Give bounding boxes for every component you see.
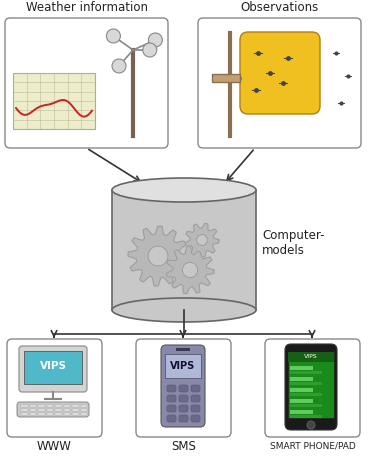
- Bar: [290, 415, 322, 418]
- FancyBboxPatch shape: [13, 73, 95, 129]
- Bar: [290, 371, 322, 374]
- FancyBboxPatch shape: [19, 346, 87, 392]
- FancyBboxPatch shape: [167, 395, 176, 402]
- Text: VIPS: VIPS: [304, 354, 318, 360]
- Circle shape: [197, 235, 208, 246]
- FancyBboxPatch shape: [165, 354, 201, 378]
- Bar: [290, 393, 322, 396]
- Bar: [64, 412, 70, 415]
- Text: Observations: Observations: [240, 1, 319, 14]
- FancyBboxPatch shape: [179, 395, 188, 402]
- FancyBboxPatch shape: [191, 385, 200, 392]
- Text: Weather information: Weather information: [25, 1, 148, 14]
- FancyBboxPatch shape: [265, 339, 360, 437]
- Bar: [81, 405, 87, 407]
- Text: VIPS: VIPS: [170, 361, 196, 371]
- Bar: [212, 74, 240, 82]
- Bar: [29, 408, 36, 411]
- Ellipse shape: [112, 178, 256, 202]
- Bar: [81, 412, 87, 415]
- FancyBboxPatch shape: [191, 395, 200, 402]
- Text: Computer-
models: Computer- models: [262, 229, 325, 257]
- Bar: [21, 412, 28, 415]
- Bar: [72, 408, 78, 411]
- Text: SMS: SMS: [171, 439, 196, 453]
- Polygon shape: [128, 226, 188, 286]
- Bar: [38, 412, 45, 415]
- Bar: [29, 405, 36, 407]
- FancyBboxPatch shape: [191, 405, 200, 412]
- FancyBboxPatch shape: [167, 405, 176, 412]
- Circle shape: [148, 246, 168, 266]
- Bar: [38, 405, 45, 407]
- FancyBboxPatch shape: [285, 344, 337, 430]
- FancyBboxPatch shape: [179, 385, 188, 392]
- FancyBboxPatch shape: [167, 415, 176, 422]
- Bar: [38, 408, 45, 411]
- Bar: [112, 190, 256, 310]
- FancyBboxPatch shape: [5, 18, 168, 148]
- FancyBboxPatch shape: [161, 345, 205, 427]
- FancyBboxPatch shape: [136, 339, 231, 437]
- Bar: [290, 366, 313, 370]
- FancyBboxPatch shape: [240, 32, 320, 114]
- Bar: [29, 412, 36, 415]
- Bar: [290, 410, 313, 414]
- Bar: [46, 408, 53, 411]
- FancyBboxPatch shape: [17, 402, 89, 417]
- Circle shape: [143, 43, 157, 57]
- Text: WWW: WWW: [37, 439, 72, 453]
- Bar: [288, 352, 334, 362]
- Circle shape: [106, 29, 120, 43]
- Bar: [55, 408, 61, 411]
- Bar: [46, 412, 53, 415]
- Text: SMART PHONE/PAD: SMART PHONE/PAD: [270, 441, 355, 450]
- Bar: [21, 408, 28, 411]
- Bar: [64, 405, 70, 407]
- Circle shape: [183, 262, 198, 278]
- Circle shape: [148, 33, 162, 47]
- Bar: [176, 348, 190, 351]
- FancyBboxPatch shape: [288, 352, 334, 418]
- Bar: [290, 377, 313, 381]
- Bar: [64, 408, 70, 411]
- Bar: [81, 408, 87, 411]
- Bar: [55, 412, 61, 415]
- FancyBboxPatch shape: [191, 415, 200, 422]
- FancyBboxPatch shape: [24, 351, 82, 384]
- Circle shape: [112, 59, 126, 73]
- Ellipse shape: [112, 298, 256, 322]
- Bar: [72, 412, 78, 415]
- Bar: [290, 399, 313, 403]
- Bar: [290, 382, 322, 385]
- Bar: [72, 405, 78, 407]
- Polygon shape: [166, 246, 214, 294]
- FancyBboxPatch shape: [179, 415, 188, 422]
- Bar: [21, 405, 28, 407]
- FancyBboxPatch shape: [7, 339, 102, 437]
- Circle shape: [307, 421, 315, 429]
- Polygon shape: [185, 223, 219, 257]
- Bar: [290, 388, 313, 392]
- Bar: [290, 404, 322, 407]
- Text: VIPS: VIPS: [39, 361, 67, 371]
- Bar: [55, 405, 61, 407]
- FancyBboxPatch shape: [198, 18, 361, 148]
- FancyBboxPatch shape: [179, 405, 188, 412]
- Bar: [46, 405, 53, 407]
- FancyBboxPatch shape: [167, 385, 176, 392]
